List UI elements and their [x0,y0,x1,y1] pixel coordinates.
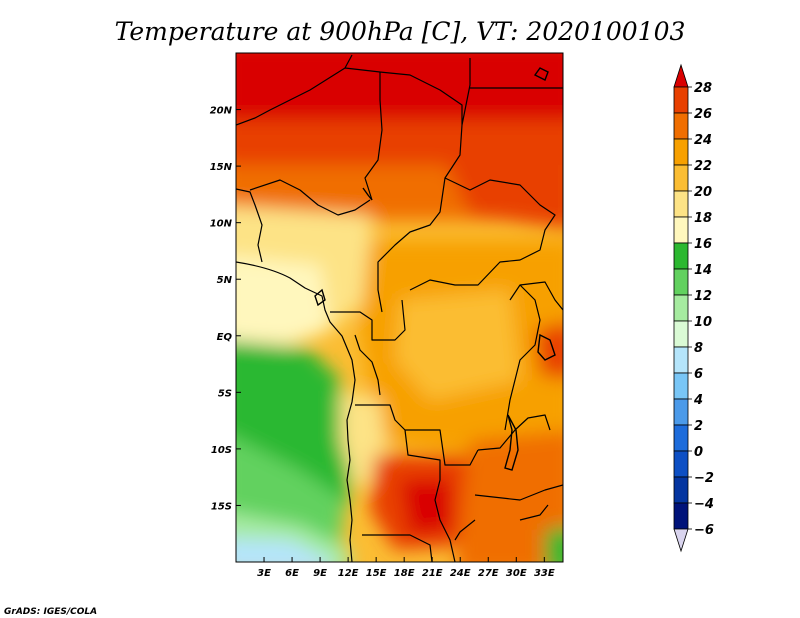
colorbar-level-label: 0 [694,445,703,460]
y-tick-label: 20N [210,106,233,117]
colorbar-box [673,138,689,166]
y-tick-label: 10N [210,219,233,230]
colorbar-level-label: 26 [694,107,712,122]
map-title: Temperature at 900hPa [C], VT: 202010010… [115,17,686,46]
x-tick-label: 33E [534,568,555,579]
colorbar-level-label: 6 [694,367,703,382]
x-tick-label: 6E [285,568,299,579]
colorbar-box [673,502,689,530]
region-southeast-green [545,527,563,562]
x-tick-label: 27E [478,568,499,579]
x-tick-label: 30E [506,568,527,579]
x-tick-label: 9E [313,568,327,579]
colorbar-box [673,320,689,348]
region-kalahari-core [400,478,452,535]
map-panel [236,53,563,562]
colorbar-lower-extension [673,528,689,553]
colorbar-level-label: −6 [694,523,714,538]
colorbar-level-label: 18 [694,211,712,226]
colorbar-box [673,424,689,452]
colorbar-box [673,86,689,114]
x-tick-label: 24E [450,568,471,579]
colorbar-level-label: 20 [694,185,712,200]
x-tick-label: 3E [257,568,271,579]
y-tick-label: 15S [211,501,232,512]
coastline-and-borders [236,54,563,562]
region-gulf-guinea-pale [236,256,330,345]
y-tick-label: 15N [210,162,233,173]
colorbar-box [673,112,689,140]
region-ocean-southwest-blue [236,538,330,562]
credit-label: GrADS: IGES/COLA [4,607,97,617]
colorbar-level-label: 22 [694,159,712,174]
colorbar-box [673,164,689,192]
colorbar-level-label: 16 [694,237,712,252]
colorbar-level-label: 10 [694,315,712,330]
colorbar-box [673,476,689,504]
y-tick-label: EQ [217,332,233,343]
colorbar-level-label: 8 [694,341,703,356]
y-tick-label: 5S [218,388,232,399]
region-southeast-warm [456,431,563,562]
region-congo-mild [395,290,520,400]
colorbar-box [673,346,689,374]
colorbar-level-label: −2 [694,471,714,486]
y-axis: 20N 15N 10N 5N EQ 5S 10S 15S [210,106,241,512]
colorbar-box [673,190,689,218]
y-tick-label: 5N [217,275,233,286]
colorbar-level-label: 12 [694,289,712,304]
colorbar-box [673,450,689,478]
band-north-hot [236,53,563,130]
x-axis: 3E 6E 9E 12E 15E 18E 21E 24E 27E 30E 33E [257,557,555,579]
x-tick-label: 21E [422,568,443,579]
colorbar-box [673,372,689,400]
colorbar-box [673,216,689,244]
region-east-sudan-hot [440,150,563,229]
colorbar-box [673,398,689,426]
colorbar-level-label: 4 [693,393,703,408]
colorbar-level-label: 28 [694,81,712,96]
x-tick-label: 18E [394,568,415,579]
colorbar-box [673,268,689,296]
colorbar-level-label: 14 [694,263,712,278]
region-east-highlands-hot [535,323,563,379]
colorbar-level-label: 24 [694,133,712,148]
y-tick-label: 10S [211,445,232,456]
lake-features [314,67,556,471]
colorbar-level-label: 2 [694,419,703,434]
map-frame [235,52,564,563]
x-tick-label: 15E [366,568,387,579]
colorbar-box [673,242,689,270]
colorbar-level-label: −4 [694,497,714,512]
temperature-field [236,53,563,562]
colorbar-box [673,294,689,322]
colorbar-upper-extension [673,63,689,88]
x-tick-label: 12E [338,568,359,579]
